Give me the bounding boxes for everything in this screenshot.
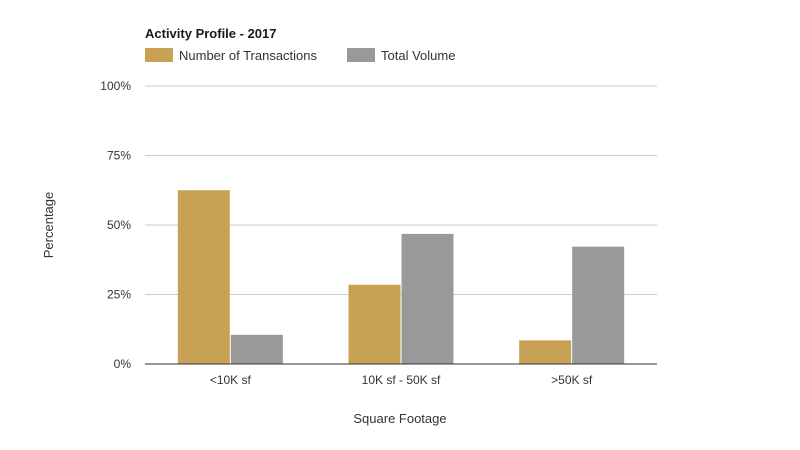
legend-label-transactions: Number of Transactions [179,48,318,63]
bar-volume-1[interactable] [401,233,454,364]
legend-swatch-volume [347,48,375,62]
legend-swatch-transactions [145,48,173,62]
y-axis-ticks: 0% 25% 50% 75% 100% [100,79,131,371]
y-tick-label: 50% [107,218,131,232]
bars [177,190,625,364]
chart-title: Activity Profile - 2017 [145,26,277,41]
bar-transactions-0[interactable] [177,190,230,364]
x-tick-label: <10K sf [210,373,252,387]
x-tick-label: 10K sf - 50K sf [362,373,441,387]
y-tick-label: 100% [100,79,131,93]
y-tick-label: 25% [107,288,131,302]
y-tick-label: 0% [114,357,132,371]
bar-transactions-1[interactable] [348,284,401,364]
bar-volume-2[interactable] [572,246,625,364]
legend-item-transactions[interactable]: Number of Transactions [145,48,318,63]
y-tick-label: 75% [107,149,131,163]
x-axis-label: Square Footage [353,411,446,426]
bar-transactions-2[interactable] [519,340,572,364]
bar-volume-0[interactable] [230,334,283,364]
legend-item-volume[interactable]: Total Volume [347,48,455,63]
legend: Number of Transactions Total Volume [145,48,455,63]
x-axis-ticks: <10K sf 10K sf - 50K sf >50K sf [210,373,593,387]
y-axis-label: Percentage [41,192,56,259]
x-tick-label: >50K sf [551,373,593,387]
legend-label-volume: Total Volume [381,48,455,63]
